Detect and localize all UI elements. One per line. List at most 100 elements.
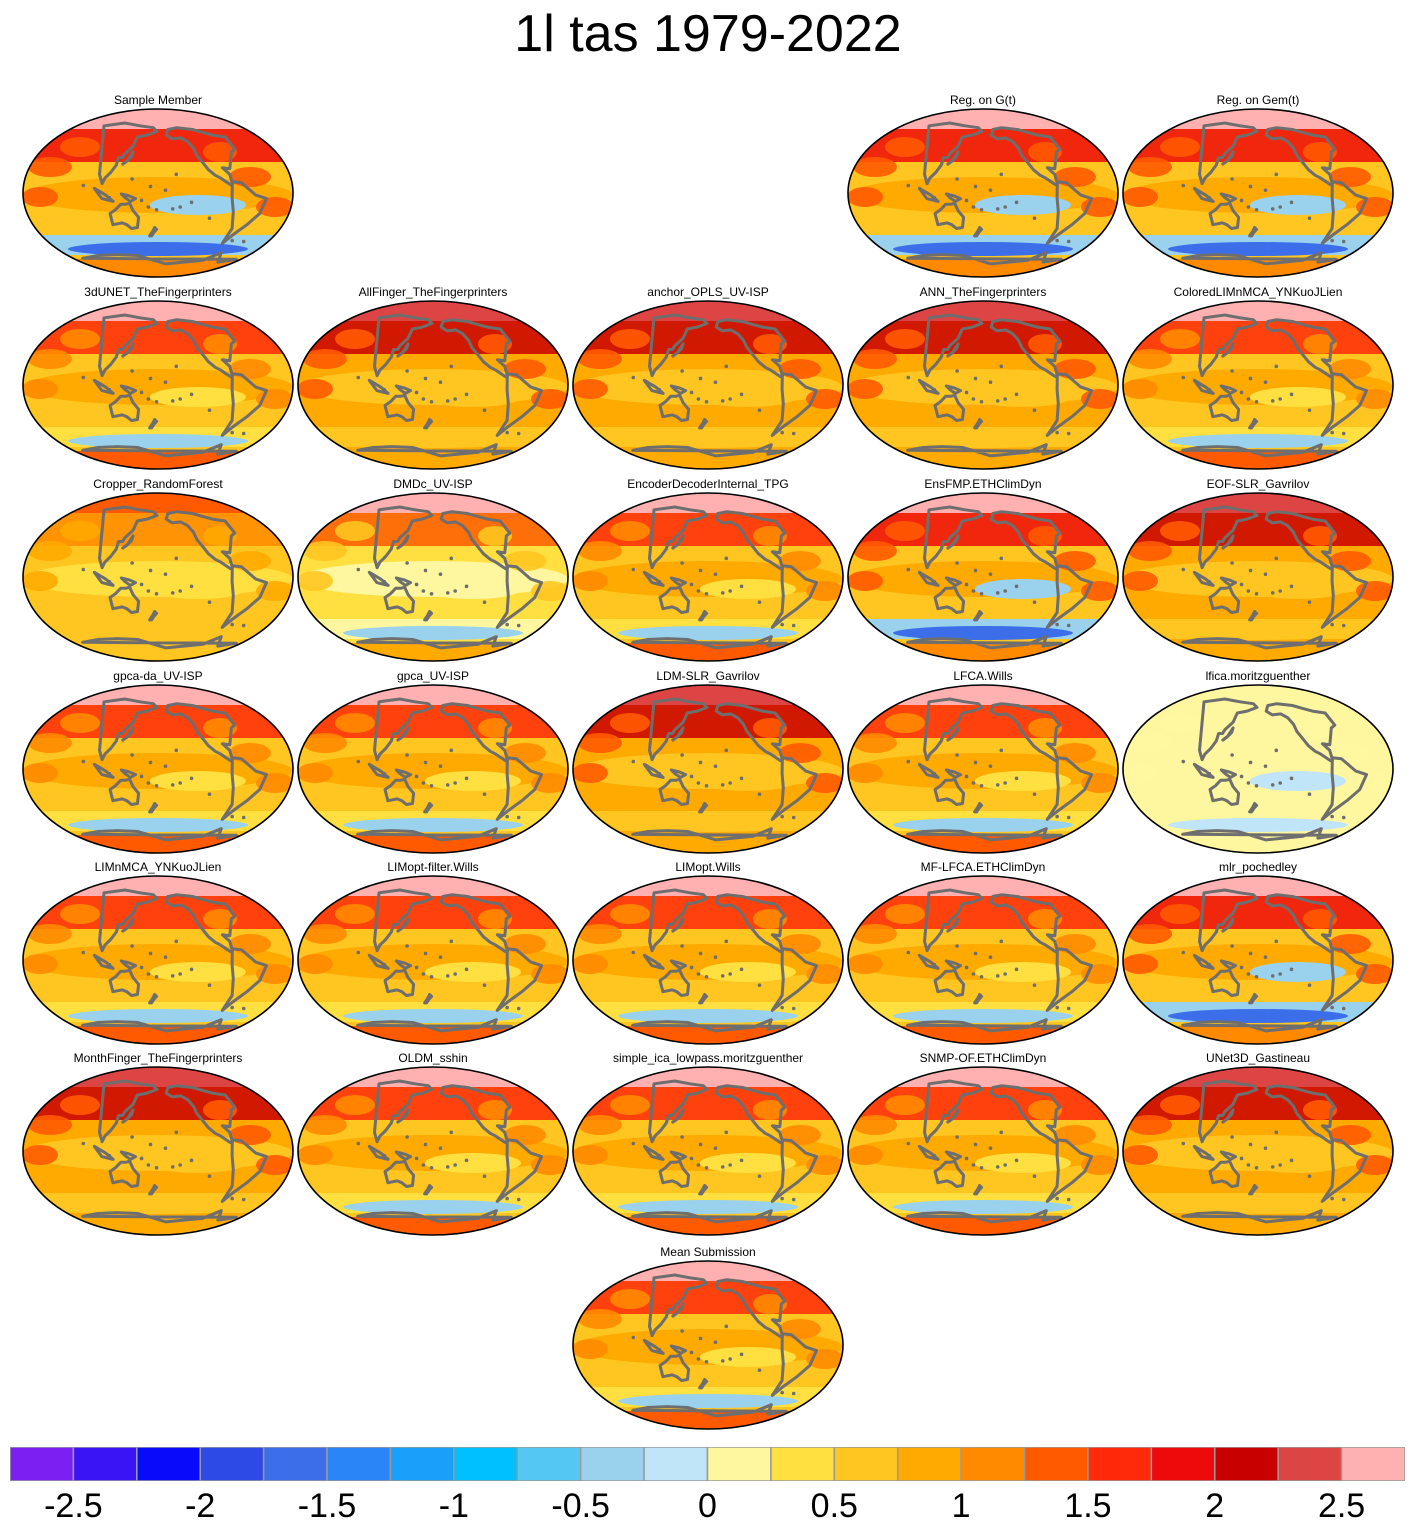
map-panel: lfica.moritzguenther [1120,669,1396,855]
map-panel: mlr_pochedley [1120,860,1396,1046]
map-panel-title: Reg. on G(t) [949,93,1017,107]
colorbar-tick-label: 2 [1205,1487,1225,1525]
map-panel: Sample Member [20,93,296,279]
map-panel-title: LIMopt.Wills [675,860,741,874]
map-panel-title: MF-LFCA.ETHClimDyn [920,860,1046,874]
colorbar-segment [896,1447,962,1481]
map-panel: Reg. on Gem(t) [1120,93,1396,279]
map-panel: Cropper_RandomForest [20,477,296,663]
map-panel: AllFinger_TheFingerprinters [295,285,571,471]
map-panel: ColoredLIMnMCA_YNKuoJLien [1120,285,1396,471]
map-panel: 3dUNET_TheFingerprinters [20,285,296,471]
map-panel: DMDc_UV-ISP [295,477,571,663]
colorbar-tick-label: -1 [438,1487,469,1525]
colorbar-segment [579,1447,645,1481]
colorbar-tick-label: 1.5 [1064,1487,1112,1525]
map-panel: LIMopt.Wills [570,860,846,1046]
temperature-anomaly-map [1122,875,1394,1045]
colorbar-tick-label: 0.5 [810,1487,858,1525]
map-panel-title: ANN_TheFingerprinters [919,285,1047,299]
map-panel: SNMP-OF.ETHClimDyn [845,1051,1121,1237]
colorbar [10,1447,1405,1481]
temperature-anomaly-map [1122,108,1394,278]
temperature-anomaly-map [572,492,844,662]
map-panel-title: OLDM_sshin [398,1051,468,1065]
map-panel-title: LIMopt-filter.Wills [387,860,479,874]
map-panel-title: LFCA.Wills [953,669,1013,683]
colorbar-segment [1277,1447,1343,1481]
map-panel: UNet3D_Gastineau [1120,1051,1396,1237]
colorbar-tick-label: 2.5 [1317,1487,1366,1525]
colorbar-segment [833,1447,899,1481]
map-panel-title: LIMnMCA_YNKuoJLien [94,860,222,874]
map-panel-title: EnsFMP.ETHClimDyn [924,477,1042,491]
colorbar-segment [10,1447,75,1481]
map-panel-title: DMDc_UV-ISP [393,477,473,491]
map-panel-title: 3dUNET_TheFingerprinters [84,285,232,299]
map-panel: LDM-SLR_Gavrilov [570,669,846,855]
map-panel: Reg. on G(t) [845,93,1121,279]
map-panel-title: SNMP-OF.ETHClimDyn [919,1051,1047,1065]
temperature-anomaly-map [847,492,1119,662]
colorbar-segment [516,1447,582,1481]
map-panel: OLDM_sshin [295,1051,571,1237]
colorbar-segment [326,1447,392,1481]
colorbar-segment [1023,1447,1089,1481]
colorbar-tick-label: 1 [951,1487,971,1525]
colorbar-segment [262,1447,328,1481]
temperature-anomaly-map [847,875,1119,1045]
figure-title: 1l tas 1979-2022 [514,5,902,63]
map-panel-title: AllFinger_TheFingerprinters [358,285,508,299]
temperature-anomaly-map [572,684,844,854]
temperature-anomaly-map [1122,300,1394,470]
map-panel-title: gpca-da_UV-ISP [113,669,203,683]
map-panel-title: simple_ica_lowpass.moritzguenther [612,1051,804,1065]
temperature-anomaly-map [22,684,294,854]
map-panel-title: lfica.moritzguenther [1205,669,1311,683]
temperature-anomaly-map [572,300,844,470]
colorbar-tick-label: -0.5 [551,1487,610,1525]
temperature-anomaly-map [22,875,294,1045]
temperature-anomaly-map [22,492,294,662]
map-panel: MonthFinger_TheFingerprinters [20,1051,296,1237]
colorbar-segment [643,1447,709,1481]
map-panel-title: LDM-SLR_Gavrilov [656,669,760,683]
colorbar-segment [389,1447,455,1481]
colorbar-segment [72,1447,138,1481]
temperature-anomaly-map [22,300,294,470]
map-panel: ANN_TheFingerprinters [845,285,1121,471]
colorbar-tick-label: -1.5 [297,1487,357,1525]
map-panel: EncoderDecoderInternal_TPG [570,477,846,663]
colorbar-segment [1340,1447,1405,1481]
map-panel-title: UNet3D_Gastineau [1205,1051,1311,1065]
temperature-anomaly-map [847,300,1119,470]
map-panel: anchor_OPLS_UV-ISP [570,285,846,471]
temperature-anomaly-map [572,1066,844,1236]
colorbar-segment [1214,1447,1279,1481]
colorbar-segment [1150,1447,1216,1481]
map-panel: Mean Submission [570,1245,846,1431]
map-panel-title: Reg. on Gem(t) [1216,93,1300,107]
temperature-anomaly-map [847,108,1119,278]
map-panel: simple_ica_lowpass.moritzguenther [570,1051,846,1237]
map-panel: gpca-da_UV-ISP [20,669,296,855]
temperature-anomaly-map [297,300,569,470]
temperature-anomaly-map [1122,492,1394,662]
colorbar-segment [453,1447,519,1481]
temperature-anomaly-map [847,1066,1119,1236]
temperature-anomaly-map [22,1066,294,1236]
map-panel: EOF-SLR_Gavrilov [1120,477,1396,663]
map-panel-title: anchor_OPLS_UV-ISP [647,285,769,299]
map-panel: LFCA.Wills [845,669,1121,855]
map-panel-title: Sample Member [113,93,203,107]
map-panel-title: EOF-SLR_Gavrilov [1206,477,1310,491]
map-panel: LIMopt-filter.Wills [295,860,571,1046]
colorbar-tick-label: -2.5 [44,1487,103,1525]
map-panel-title: Cropper_RandomForest [93,477,223,491]
temperature-anomaly-map [297,492,569,662]
colorbar-tick-label: -2 [185,1487,216,1525]
map-panel-title: ColoredLIMnMCA_YNKuoJLien [1173,285,1343,299]
temperature-anomaly-map [572,1260,844,1430]
temperature-anomaly-map [22,108,294,278]
map-panel: EnsFMP.ETHClimDyn [845,477,1121,663]
